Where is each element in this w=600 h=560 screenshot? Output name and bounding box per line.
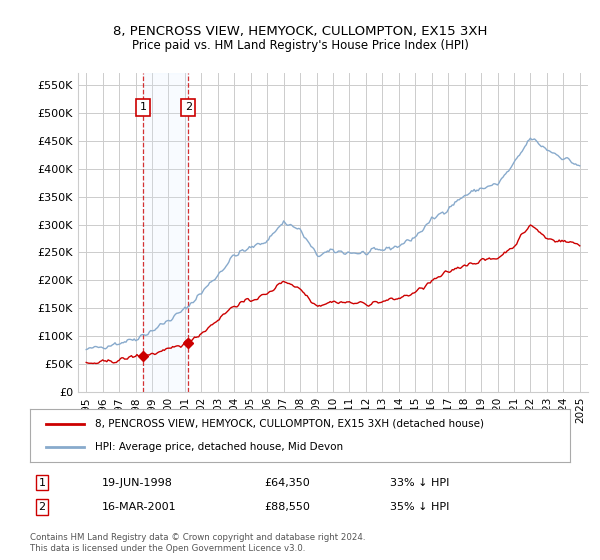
Text: £88,550: £88,550 [264,502,310,512]
Text: 2: 2 [185,102,192,113]
Text: 16-MAR-2001: 16-MAR-2001 [102,502,176,512]
Text: 8, PENCROSS VIEW, HEMYOCK, CULLOMPTON, EX15 3XH: 8, PENCROSS VIEW, HEMYOCK, CULLOMPTON, E… [113,25,487,38]
Text: £64,350: £64,350 [264,478,310,488]
Bar [143,73,188,392]
Text: 8, PENCROSS VIEW, HEMYOCK, CULLOMPTON, EX15 3XH (detached house): 8, PENCROSS VIEW, HEMYOCK, CULLOMPTON, E… [95,419,484,429]
Text: 1: 1 [38,478,46,488]
Text: Price paid vs. HM Land Registry's House Price Index (HPI): Price paid vs. HM Land Registry's House … [131,39,469,52]
Text: 1: 1 [140,102,146,113]
Text: 19-JUN-1998: 19-JUN-1998 [102,478,173,488]
Text: 33% ↓ HPI: 33% ↓ HPI [390,478,449,488]
Text: 35% ↓ HPI: 35% ↓ HPI [390,502,449,512]
Text: 2: 2 [38,502,46,512]
Text: HPI: Average price, detached house, Mid Devon: HPI: Average price, detached house, Mid … [95,442,343,452]
Text: Contains HM Land Registry data © Crown copyright and database right 2024.
This d: Contains HM Land Registry data © Crown c… [30,533,365,553]
